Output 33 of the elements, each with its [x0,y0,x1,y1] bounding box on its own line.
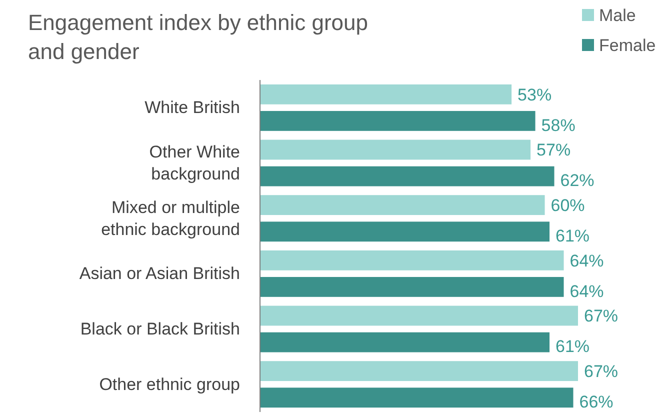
y-tick-label: Mixed or multiple ethnic background [101,198,240,239]
legend-label: Male [599,6,636,25]
y-tick-label: Asian or Asian British [79,264,240,284]
bar [260,306,578,326]
bar [260,332,550,352]
data-label: 57% [536,140,571,160]
data-label: 58% [541,116,576,135]
bar [260,222,550,242]
bar [260,166,554,186]
bar [260,140,531,160]
y-tick-label: Other ethnic group [99,374,240,394]
data-label: 67% [584,306,618,326]
data-label: 60% [550,196,585,216]
data-label: 64% [570,251,604,270]
bar [260,195,545,216]
y-tick-label: White British [144,98,240,118]
bar [260,276,564,297]
data-label: 53% [518,85,552,104]
bar [260,250,564,270]
data-label: 62% [560,171,594,190]
data-label: 64% [570,282,604,301]
bar [260,110,536,131]
data-label: 61% [556,337,590,356]
data-label: 66% [579,392,614,412]
legend-label: Female [599,36,656,55]
chart-title: Engagement index by ethnic group and gender [28,10,368,64]
y-tick-label: Other White background [149,142,240,184]
bar [260,361,578,382]
bar [260,84,512,104]
data-label: 61% [556,226,590,246]
bar [260,388,574,408]
y-tick-label: Black or Black British [80,320,240,338]
data-label: 67% [584,362,618,382]
